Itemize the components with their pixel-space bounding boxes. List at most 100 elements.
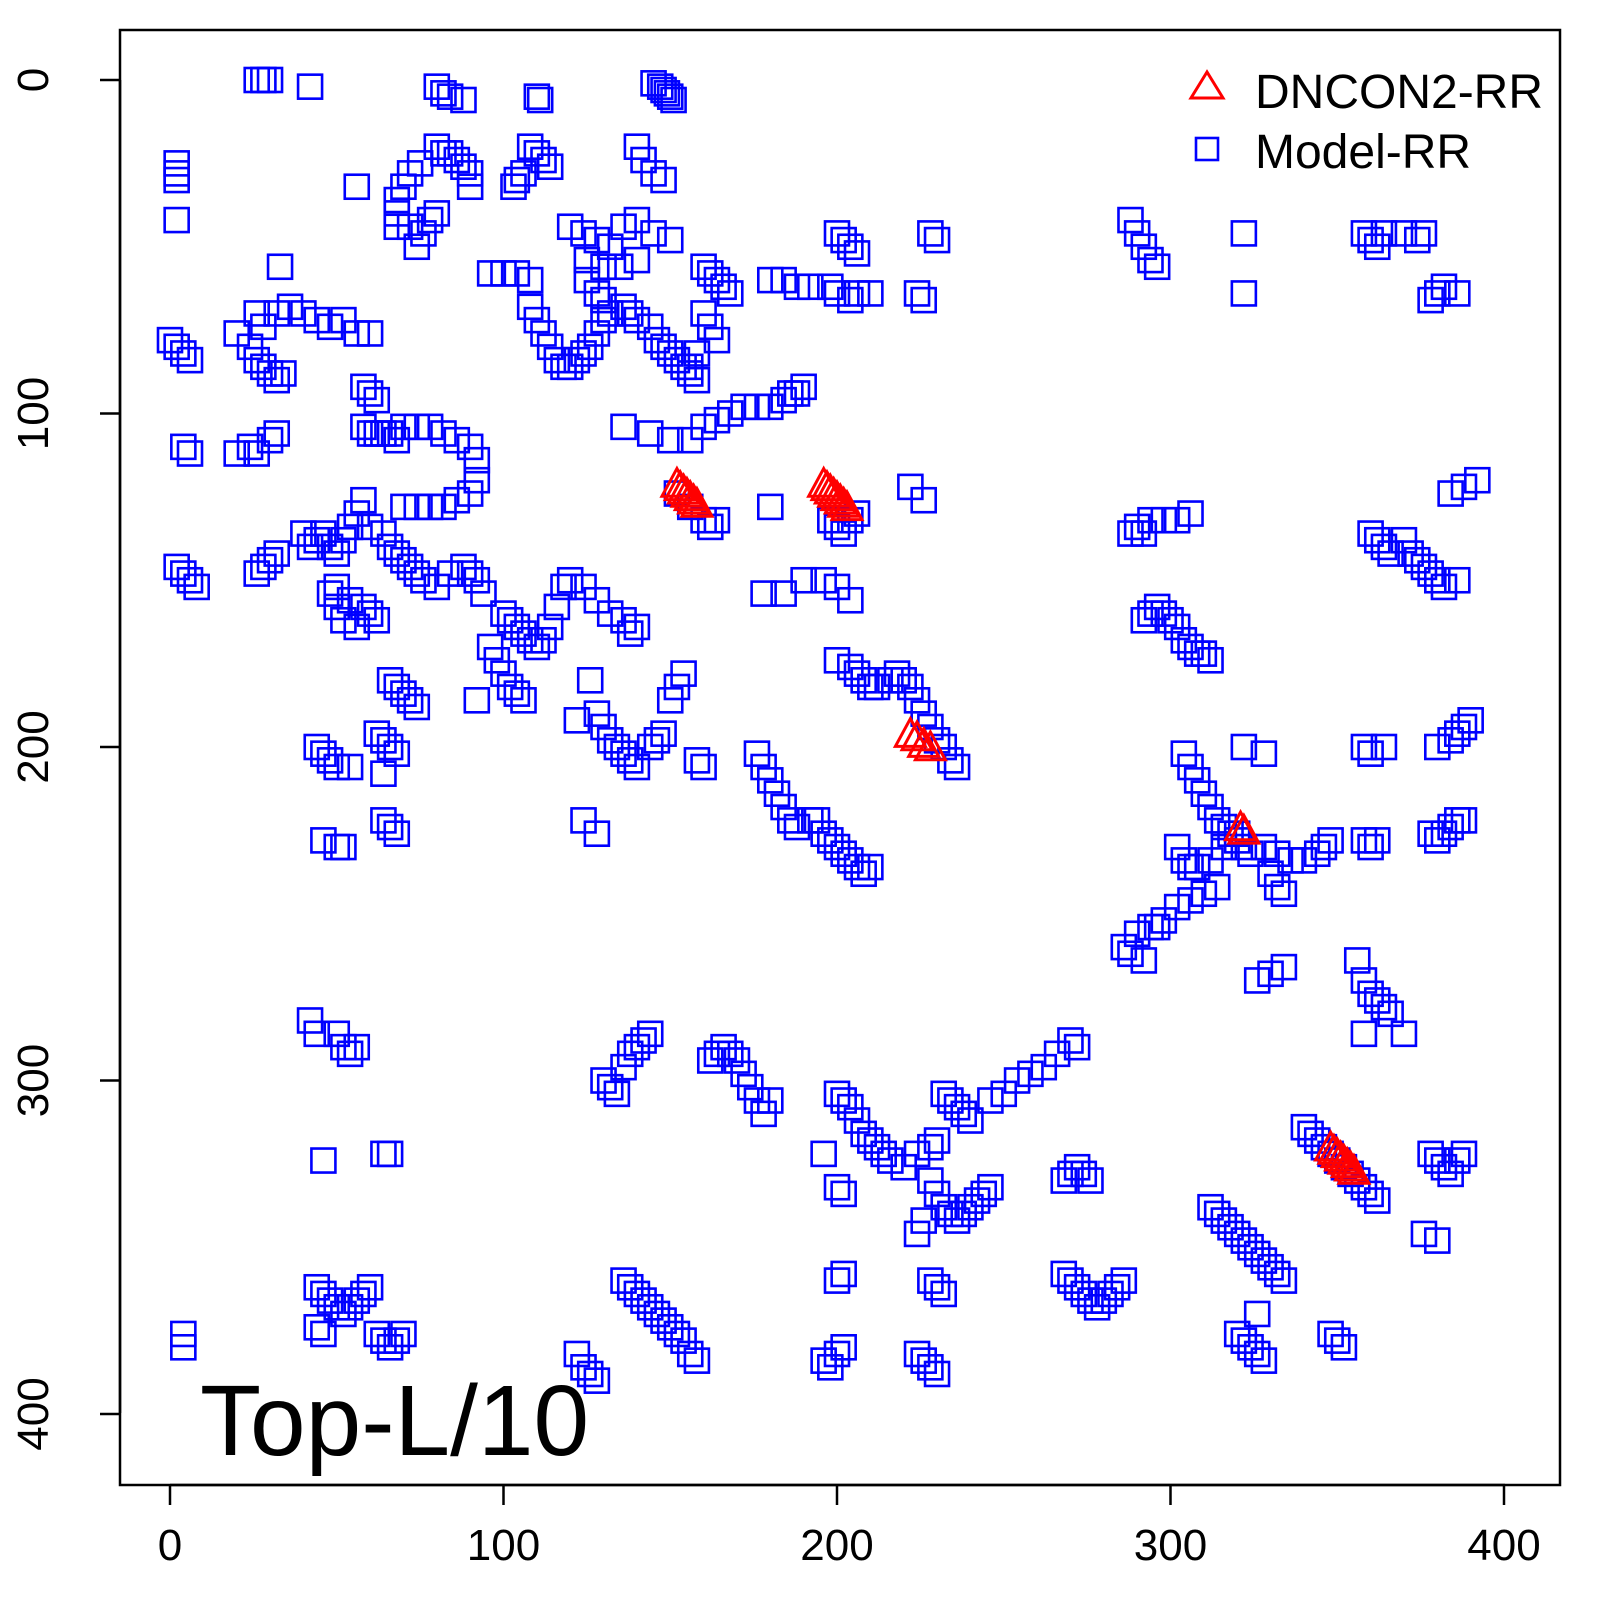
model-rr-point	[696, 260, 724, 287]
model-rr-point	[750, 1100, 777, 1128]
model-rr-point	[390, 413, 417, 441]
model-rr-point	[663, 346, 691, 374]
model-rr-point	[1230, 1327, 1258, 1354]
data-markers	[156, 66, 1491, 1394]
model-rr-point	[1110, 933, 1138, 961]
model-rr-point	[1357, 520, 1384, 547]
model-rr-point	[383, 213, 411, 241]
model-rr-point	[1424, 566, 1451, 594]
model-rr-point	[1430, 1153, 1458, 1181]
dncon2-rr-point	[679, 485, 715, 518]
model-rr-point	[716, 400, 744, 427]
model-rr-point	[763, 780, 791, 807]
model-rr-point	[590, 253, 617, 281]
model-rr-point	[1444, 566, 1471, 594]
model-rr-point	[556, 213, 584, 241]
model-rr-point	[616, 1273, 644, 1301]
model-rr-point	[496, 606, 524, 634]
model-rr-point	[156, 326, 184, 354]
model-rr-point	[1070, 1160, 1098, 1188]
model-rr-point	[383, 186, 411, 214]
model-rr-point	[1030, 1053, 1058, 1081]
model-rr-point	[516, 293, 544, 321]
model-rr-point	[1243, 1340, 1271, 1368]
model-rr-point	[383, 740, 411, 767]
model-rr-point	[1077, 1167, 1104, 1194]
model-rr-point	[943, 1093, 971, 1121]
model-rr-point	[676, 353, 704, 381]
model-rr-point	[903, 280, 931, 307]
model-rr-point	[543, 346, 571, 374]
model-rr-point	[1177, 753, 1204, 781]
model-rr-point	[810, 1347, 837, 1374]
model-rr-point	[330, 833, 357, 861]
model-rr-point	[590, 286, 617, 314]
model-rr-point	[170, 1334, 197, 1361]
model-rr-point	[937, 1087, 964, 1114]
model-rr-point	[603, 733, 631, 761]
model-rr-point	[1250, 1347, 1278, 1374]
model-rr-point	[470, 580, 497, 607]
model-rr-point	[897, 473, 924, 501]
model-rr-point	[990, 1080, 1018, 1108]
model-rr-point	[643, 1300, 671, 1328]
model-rr-point	[636, 313, 664, 341]
model-rr-point	[303, 306, 331, 334]
model-rr-point	[1170, 847, 1198, 874]
model-rr-point	[883, 660, 911, 687]
model-rr-point	[1190, 880, 1218, 908]
model-rr-point	[556, 566, 584, 594]
model-rr-point	[723, 1047, 751, 1074]
model-rr-point	[616, 300, 644, 327]
model-rr-point	[450, 553, 477, 581]
model-rr-point	[1150, 600, 1178, 627]
model-rr-point	[163, 553, 190, 581]
model-rr-point	[843, 1107, 871, 1134]
model-rr-point	[523, 633, 551, 661]
model-rr-point	[837, 1093, 864, 1121]
model-rr-point	[623, 206, 651, 234]
model-rr-point	[1117, 206, 1144, 234]
model-rr-point	[690, 300, 717, 327]
model-rr-point	[1003, 1067, 1031, 1094]
model-rr-point	[1437, 480, 1464, 507]
model-rr-point	[937, 1200, 964, 1228]
model-rr-point	[683, 1347, 711, 1374]
model-rr-point	[703, 406, 731, 434]
model-rr-point	[1303, 840, 1331, 868]
model-rr-point	[1410, 1220, 1438, 1248]
model-rr-point	[817, 827, 844, 854]
model-rr-point	[1357, 226, 1384, 254]
model-rr-point	[1143, 253, 1171, 281]
model-rr-point	[636, 733, 664, 761]
model-rr-point	[463, 446, 491, 474]
model-rr-point	[310, 740, 337, 767]
model-rr-point	[590, 306, 617, 334]
model-rr-point	[917, 220, 944, 247]
model-rr-point	[303, 1273, 331, 1301]
model-rr-point	[163, 150, 190, 177]
model-rr-point	[223, 440, 250, 467]
model-rr-point	[703, 326, 731, 354]
model-rr-point	[857, 1127, 884, 1154]
model-rr-point	[550, 573, 577, 601]
dncon2-rr-point	[1226, 812, 1262, 845]
model-rr-point	[1170, 626, 1198, 654]
model-rr-point	[403, 560, 431, 587]
model-rr-point	[870, 1140, 897, 1168]
y-tick-label: 400	[9, 1377, 58, 1450]
model-rr-point	[1424, 280, 1451, 307]
model-rr-point	[703, 266, 731, 294]
model-rr-point	[843, 240, 871, 267]
model-rr-point	[376, 666, 404, 694]
model-rr-point	[536, 333, 564, 361]
model-rr-point	[243, 560, 271, 587]
model-rr-point	[1063, 1273, 1091, 1301]
model-rr-point	[396, 213, 424, 241]
model-rr-point	[1063, 1153, 1091, 1181]
model-rr-point	[1063, 1033, 1091, 1061]
model-rr-point	[376, 733, 404, 761]
model-rr-point	[837, 653, 864, 681]
model-rr-point	[443, 486, 471, 514]
model-rr-point	[1123, 920, 1151, 948]
